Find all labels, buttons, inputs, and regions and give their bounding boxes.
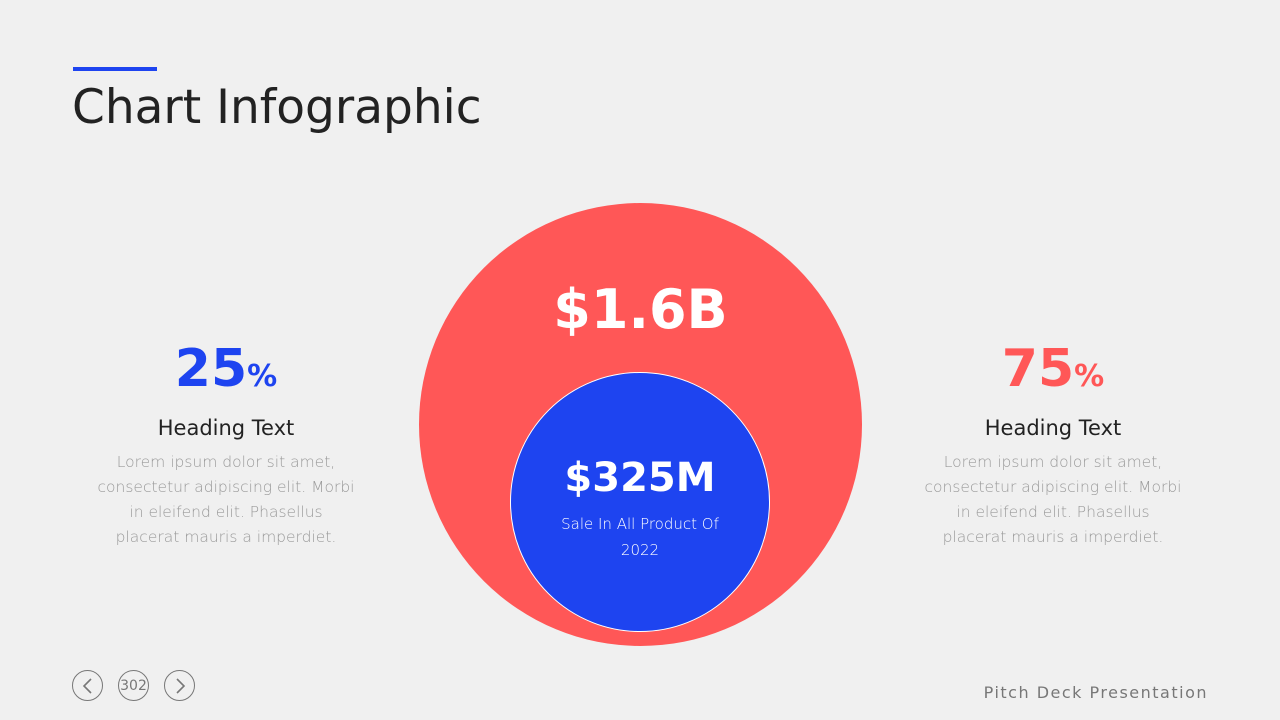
right-heading: Heading Text — [984, 416, 1122, 440]
chevron-left-icon — [82, 677, 92, 694]
outer-circle-value: $1.6B — [553, 278, 728, 341]
left-percentage: 25% — [96, 338, 356, 408]
footer-text: Pitch Deck Presentation — [983, 683, 1208, 702]
left-percentage-value: 25 — [174, 339, 248, 399]
right-body: Lorem ipsum dolor sit amet, consectetur … — [924, 453, 1182, 546]
left-stat: 25% Heading Text Lorem ipsum dolor sit a… — [96, 338, 356, 550]
prev-slide-button[interactable] — [72, 670, 103, 701]
title-accent-bar — [73, 67, 157, 71]
right-percentage: 75% — [923, 338, 1183, 408]
inner-circle: $325M Sale In All Product Of 2022 — [510, 372, 770, 632]
inner-circle-caption: Sale In All Product Of 2022 — [561, 515, 719, 559]
page-title: Chart Infographic — [72, 80, 482, 135]
inner-circle-value: $325M — [564, 455, 716, 501]
right-percentage-unit: % — [1074, 359, 1105, 394]
page-number: 302 — [118, 670, 149, 701]
left-percentage-unit: % — [247, 359, 278, 394]
right-stat: 75% Heading Text Lorem ipsum dolor sit a… — [923, 338, 1183, 550]
left-body: Lorem ipsum dolor sit amet, consectetur … — [97, 453, 355, 546]
next-slide-button[interactable] — [164, 670, 195, 701]
left-heading: Heading Text — [157, 416, 295, 440]
chevron-right-icon — [175, 677, 185, 694]
right-percentage-value: 75 — [1001, 339, 1075, 399]
